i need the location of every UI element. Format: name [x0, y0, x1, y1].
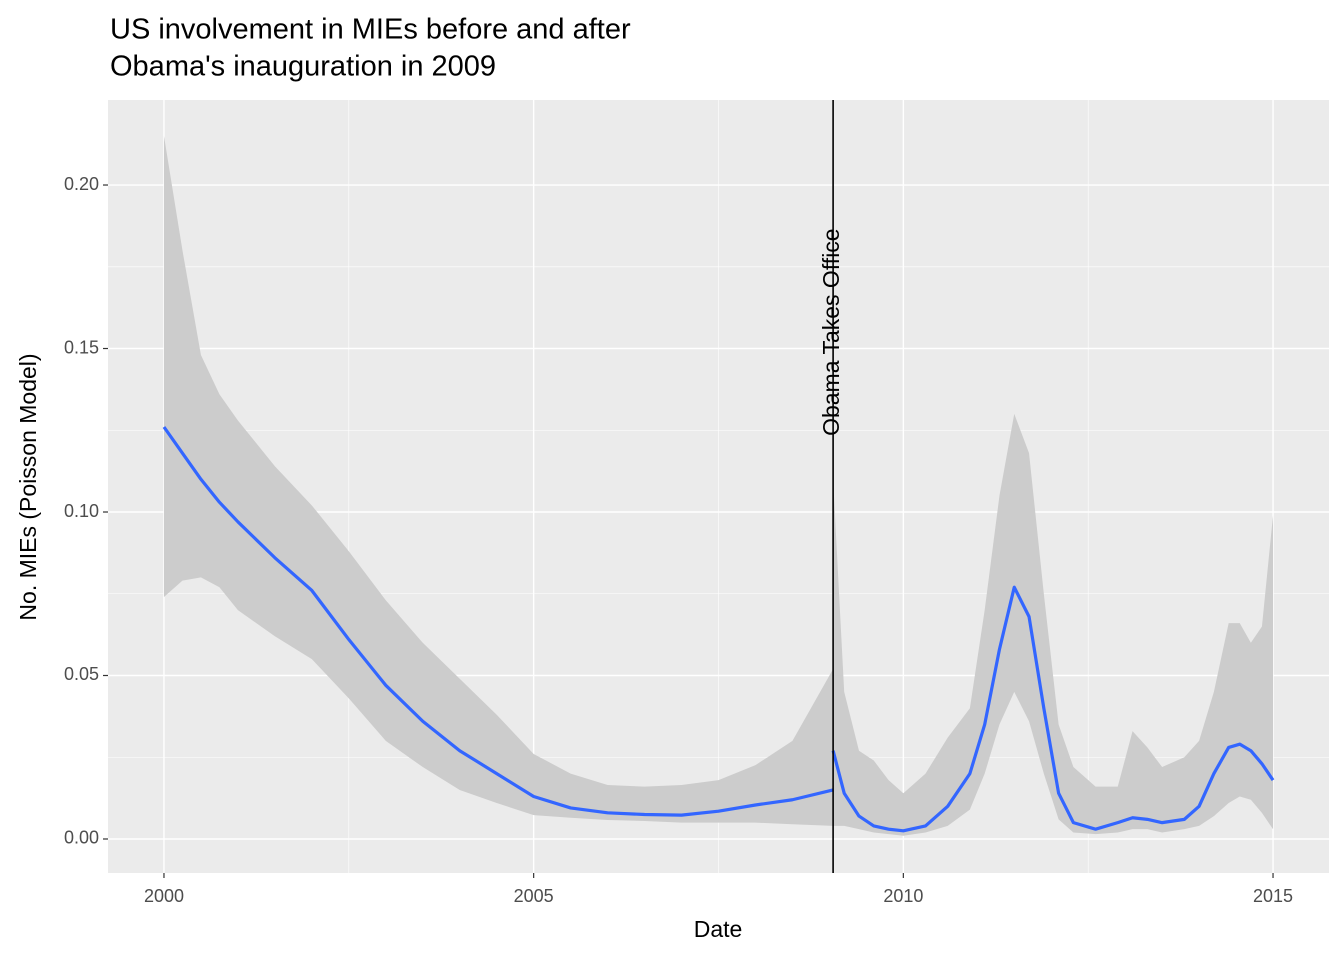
y-tick-label: 0.05 — [64, 664, 99, 684]
y-tick-label: 0.10 — [64, 501, 99, 521]
confidence-band — [163, 135, 834, 826]
x-tick-label: 2015 — [1253, 886, 1293, 906]
fit-line — [162, 426, 1275, 833]
x-tick-label: 2005 — [514, 886, 554, 906]
x-tick-label: 2000 — [144, 886, 184, 906]
y-axis-title: No. MIEs (Poisson Model) — [15, 353, 41, 620]
annotation: Obama Takes Office — [818, 228, 844, 436]
y-tick-label: 0.20 — [64, 174, 99, 194]
x-axis-title: Date — [694, 916, 743, 942]
confidence-band — [833, 413, 1274, 836]
chart-title: Obama's inauguration in 2009 — [110, 51, 496, 83]
chart-title: US involvement in MIEs before and after — [110, 14, 631, 46]
y-tick-label: 0.15 — [64, 337, 99, 357]
y-tick-label: 0.00 — [64, 828, 99, 848]
x-tick-label: 2010 — [883, 886, 923, 906]
